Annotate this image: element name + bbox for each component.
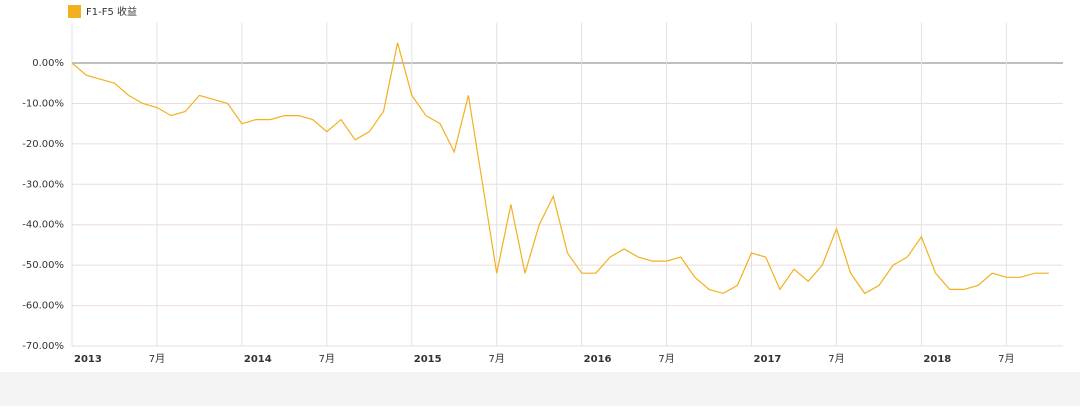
x-tick-label: 2014 [244, 354, 272, 365]
y-tick-label: 0.00% [32, 58, 64, 69]
x-tick-label: 2018 [923, 354, 951, 365]
x-tick-label: 7月 [319, 353, 335, 365]
x-tick-label: 7月 [998, 353, 1014, 365]
legend-label: F1-F5 收益 [86, 5, 137, 18]
x-tick-label: 2013 [74, 354, 102, 365]
footer-band [0, 372, 1080, 406]
y-tick-label: -10.00% [22, 98, 64, 109]
series-line [71, 42, 1049, 295]
x-tick-label: 2017 [754, 354, 782, 365]
legend-swatch [68, 5, 81, 18]
y-tick-label: -70.00% [22, 341, 64, 352]
y-tick-label: -30.00% [22, 179, 64, 190]
x-tick-label: 7月 [828, 353, 844, 365]
y-tick-label: -60.00% [22, 301, 64, 312]
y-tick-label: -40.00% [22, 220, 64, 231]
y-tick-label: -50.00% [22, 260, 64, 271]
x-tick-label: 7月 [658, 353, 674, 365]
x-tick-label: 7月 [489, 353, 505, 365]
y-tick-label: -20.00% [22, 139, 64, 150]
x-tick-label: 7月 [149, 353, 165, 365]
x-tick-label: 2016 [584, 354, 612, 365]
x-tick-label: 2015 [414, 354, 442, 365]
